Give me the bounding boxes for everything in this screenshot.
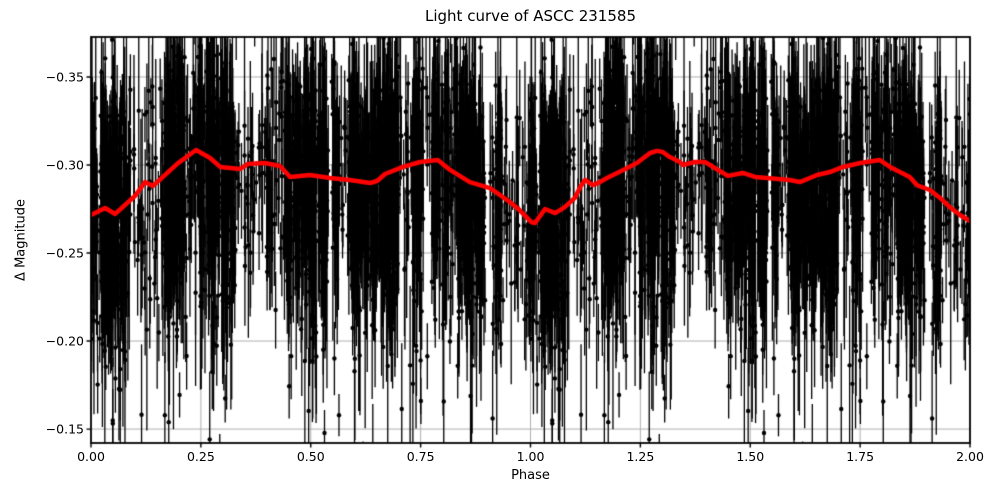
y-axis-label: Δ Magnitude [13,199,29,281]
x-tick-label: 1.75 [846,449,875,464]
x-tick-label: 1.00 [516,449,545,464]
chart-title: Light curve of ASCC 231585 [425,7,636,25]
x-tick-label: 0.00 [77,449,105,464]
y-tick-label: −0.35 [45,69,84,85]
x-tick-label: 2.00 [956,449,984,464]
x-tick-label: 0.50 [296,449,325,464]
y-tick-label: −0.15 [45,421,84,437]
x-axis-label: Phase [511,468,550,483]
x-tick-label: 1.50 [736,449,765,464]
x-tick-label: 0.75 [406,449,435,464]
y-tick-label: −0.25 [45,245,84,261]
y-tick-label: −0.30 [45,157,84,173]
x-tick-label: 1.25 [626,449,655,464]
x-tick-label: 0.25 [186,449,215,464]
y-tick-label: −0.20 [45,333,84,349]
